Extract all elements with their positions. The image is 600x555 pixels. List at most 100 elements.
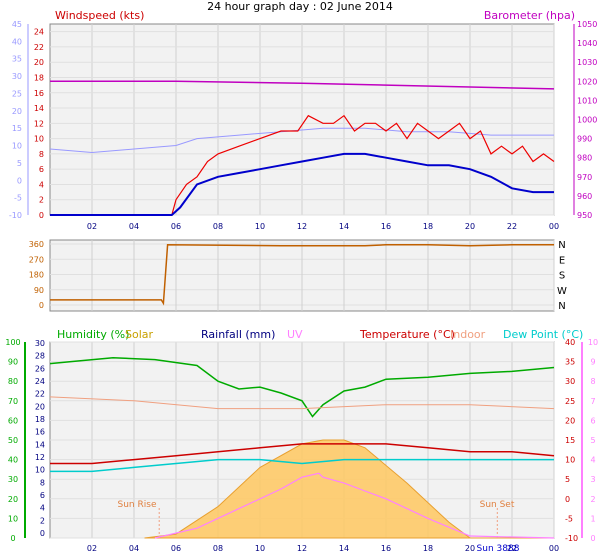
uv-tick: 3 xyxy=(590,475,595,484)
uv-tick: 1 xyxy=(590,514,595,523)
conditions-x-tick: 16 xyxy=(381,544,391,553)
sun-hours-label: Sun 3888 xyxy=(477,544,520,554)
temperature-tick: 0 xyxy=(565,495,570,504)
wind-x-tick: 22 xyxy=(507,222,517,231)
conditions-x-tick: 10 xyxy=(255,544,265,553)
series-dewpoint xyxy=(50,458,554,473)
temperature-tick: 10 xyxy=(565,456,575,465)
humidity-tick: 100 xyxy=(5,338,20,347)
windspeed-tick: 22 xyxy=(34,43,44,52)
legend-indoor: Indoor xyxy=(450,328,486,341)
conditions-x-tick: 14 xyxy=(339,544,349,553)
barometer-tick: 990 xyxy=(577,135,592,144)
temp-axis-tick: 45 xyxy=(12,20,22,29)
wind-x-tick: 02 xyxy=(87,222,97,231)
uv-tick: 4 xyxy=(590,456,595,465)
legend-humidity: Humidity (%) xyxy=(57,328,129,341)
rainfall-tick: 4 xyxy=(40,504,45,513)
rainfall-tick: 6 xyxy=(40,491,45,500)
direction-tick: 270 xyxy=(29,255,44,264)
temperature-tick: 40 xyxy=(565,338,575,347)
temp-axis-tick: 10 xyxy=(12,142,22,151)
temp-axis-tick: 15 xyxy=(12,124,22,133)
conditions-x-tick: 06 xyxy=(171,544,181,553)
series-barometer xyxy=(50,80,555,90)
humidity-tick: 30 xyxy=(8,475,18,484)
temperature-tick: 15 xyxy=(565,436,575,445)
rainfall-tick: 2 xyxy=(40,516,45,525)
windspeed-tick: 18 xyxy=(34,73,44,82)
wind-x-tick: 08 xyxy=(213,222,223,231)
series-solar xyxy=(144,439,554,539)
rainfall-tick: 14 xyxy=(35,440,45,449)
legend-temperature: Temperature (°C) xyxy=(359,328,455,341)
conditions-x-tick: 00 xyxy=(549,544,559,553)
series-indoor xyxy=(49,396,555,410)
barometer-tick: 1050 xyxy=(577,20,597,29)
series-direction xyxy=(50,244,554,306)
temperature-tick: -10 xyxy=(565,534,578,543)
rainfall-tick: 22 xyxy=(35,390,45,399)
rainfall-tick: 10 xyxy=(35,466,45,475)
rainfall-tick: 24 xyxy=(35,377,45,386)
direction-tick: 360 xyxy=(29,240,44,249)
rainfall-tick: 8 xyxy=(40,478,45,487)
compass-label: N xyxy=(558,240,565,251)
barometer-tick: 950 xyxy=(577,211,592,220)
direction-tick: 0 xyxy=(39,301,44,310)
barometer-tick: 1030 xyxy=(577,58,597,67)
series-humidity xyxy=(49,356,555,418)
barometer-tick: 970 xyxy=(577,173,592,182)
conditions-x-tick: 18 xyxy=(423,544,433,553)
uv-tick: 7 xyxy=(590,397,595,406)
barometer-tick: 1020 xyxy=(577,77,597,86)
uv-tick: 2 xyxy=(590,495,595,504)
temperature-tick: 25 xyxy=(565,397,575,406)
windspeed-tick: 10 xyxy=(34,135,44,144)
windspeed-tick: 12 xyxy=(34,119,44,128)
windspeed-tick: 4 xyxy=(39,180,44,189)
temp-axis-tick: 0 xyxy=(17,176,22,185)
windspeed-label: Windspeed (kts) xyxy=(55,9,144,22)
rainfall-tick: 20 xyxy=(35,402,45,411)
conditions-x-tick: 22 xyxy=(507,544,517,553)
windspeed-tick: 24 xyxy=(34,28,44,37)
legend-rainfall: Rainfall (mm) xyxy=(201,328,275,341)
series-temperature xyxy=(50,443,555,465)
rainfall-tick: 12 xyxy=(35,453,45,462)
temp-axis-tick: 25 xyxy=(12,89,22,98)
conditions-x-tick: 20 xyxy=(465,544,475,553)
direction-tick: 180 xyxy=(29,271,44,280)
barometer-tick: 960 xyxy=(577,192,592,201)
chart-title: 24 hour graph day : 02 June 2014 xyxy=(207,0,393,13)
wind-x-tick: 06 xyxy=(171,222,181,231)
windspeed-tick: 0 xyxy=(39,211,44,220)
series-avg xyxy=(50,152,554,216)
legend-dewpoint: Dew Point (°C) xyxy=(503,328,583,341)
series-temp_axis xyxy=(49,127,554,154)
temp-axis-tick: 20 xyxy=(12,107,22,116)
rainfall-tick: 16 xyxy=(35,428,45,437)
series-lines xyxy=(49,80,555,539)
windspeed-tick: 16 xyxy=(34,89,44,98)
humidity-tick: 70 xyxy=(8,397,18,406)
uv-tick: 9 xyxy=(590,358,595,367)
temperature-tick: -5 xyxy=(565,514,573,523)
temperature-tick: 35 xyxy=(565,358,575,367)
uv-tick: 8 xyxy=(590,377,595,386)
legend-solar: Solar xyxy=(125,328,154,341)
wind-x-tick: 14 xyxy=(339,222,349,231)
conditions-x-tick: 08 xyxy=(213,544,223,553)
barometer-tick: 1040 xyxy=(577,39,597,48)
windspeed-tick: 6 xyxy=(39,165,44,174)
sunset-label: Sun Set xyxy=(480,500,515,510)
rainfall-tick: 30 xyxy=(35,339,45,348)
series-gust xyxy=(50,114,555,216)
compass-label: W xyxy=(557,286,567,297)
windspeed-tick: 2 xyxy=(39,196,44,205)
humidity-tick: 50 xyxy=(8,436,18,445)
conditions-x-tick: 12 xyxy=(297,544,307,553)
humidity-tick: 40 xyxy=(8,456,18,465)
barometer-tick: 980 xyxy=(577,154,592,163)
